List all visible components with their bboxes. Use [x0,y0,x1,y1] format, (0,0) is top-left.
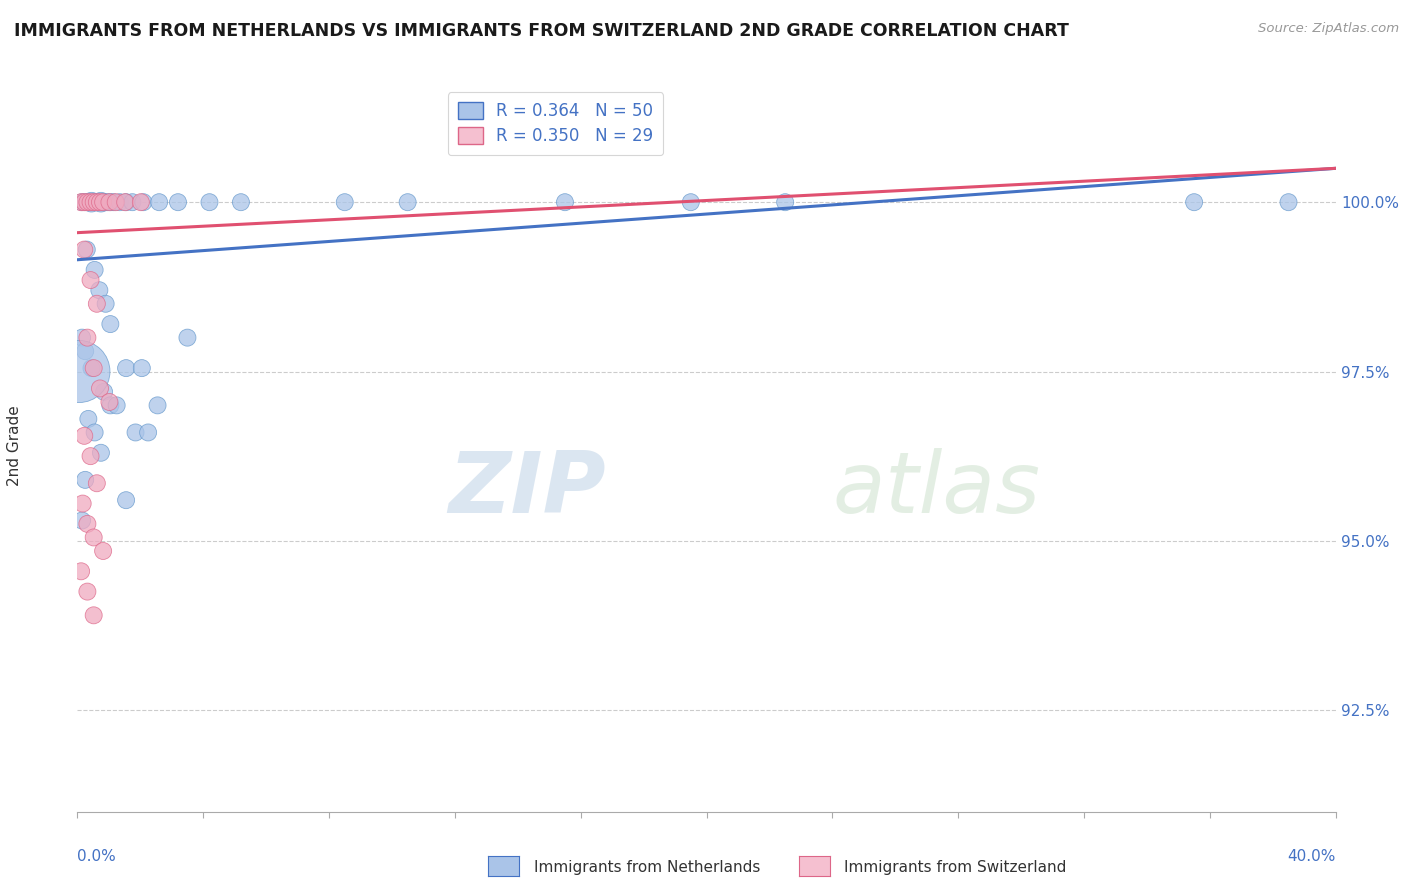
Point [75,473,97,487]
Point [91,195,114,210]
Point [98,395,121,409]
Point [67,364,90,378]
Point [132,195,155,210]
Point [167,195,190,210]
Text: 40.0%: 40.0% [1288,849,1336,864]
Point [96,195,118,210]
Point [115,195,138,210]
Point [70,195,93,210]
Point [773,195,796,210]
Point [77,412,100,426]
Point [333,195,356,210]
Point [70,514,93,528]
Point [86,476,108,491]
Point [91,544,114,558]
Point [83,608,105,623]
Point [70,331,93,345]
Point [89,283,111,297]
Point [108,195,131,210]
Point [93,384,115,399]
Text: 2nd Grade: 2nd Grade [7,406,21,486]
Point [70,564,93,578]
Point [75,195,97,210]
Point [104,195,127,210]
Point [86,297,108,311]
Point [72,497,94,511]
Point [73,195,96,210]
Point [90,446,112,460]
Point [76,195,98,210]
Point [679,195,702,210]
Text: Immigrants from Switzerland: Immigrants from Switzerland [844,860,1066,874]
Point [115,493,138,508]
Point [87,195,110,210]
Point [136,425,159,440]
Point [98,195,121,210]
Point [79,195,101,210]
Point [83,195,105,210]
Point [93,195,115,210]
Point [121,195,143,210]
Point [83,425,105,440]
Point [83,361,105,376]
Point [105,398,128,412]
Point [98,398,121,412]
Legend: R = 0.364   N = 50, R = 0.350   N = 29: R = 0.364 N = 50, R = 0.350 N = 29 [447,92,664,155]
Point [80,195,103,210]
Point [229,195,252,210]
Point [98,317,121,331]
Point [70,195,93,210]
Point [148,195,170,210]
Point [198,195,221,210]
Point [124,425,146,440]
Point [1277,195,1299,210]
Point [90,195,112,210]
Text: ZIP: ZIP [449,449,606,532]
Point [94,297,117,311]
Point [554,195,576,210]
Text: Source: ZipAtlas.com: Source: ZipAtlas.com [1258,22,1399,36]
Point [73,429,96,443]
Text: 0.0%: 0.0% [77,849,117,864]
Point [115,361,138,376]
Point [73,243,96,257]
Text: IMMIGRANTS FROM NETHERLANDS VS IMMIGRANTS FROM SWITZERLAND 2ND GRADE CORRELATION: IMMIGRANTS FROM NETHERLANDS VS IMMIGRANT… [14,22,1069,40]
Point [1182,195,1205,210]
Point [86,195,108,210]
Point [131,361,153,376]
Point [79,273,101,287]
Point [89,381,111,395]
Point [114,195,136,210]
Point [98,195,121,210]
Point [76,584,98,599]
Point [76,243,98,257]
Point [83,195,105,210]
Point [396,195,419,210]
Point [80,361,103,376]
Point [83,531,105,545]
Point [146,398,169,412]
Point [75,344,97,359]
Point [103,195,125,210]
Point [77,195,100,210]
Point [129,195,152,210]
Point [79,449,101,463]
Text: Immigrants from Netherlands: Immigrants from Netherlands [534,860,761,874]
Point [76,516,98,531]
Point [176,331,198,345]
Point [89,195,111,210]
Point [76,331,98,345]
Point [83,263,105,277]
Text: atlas: atlas [832,449,1040,532]
